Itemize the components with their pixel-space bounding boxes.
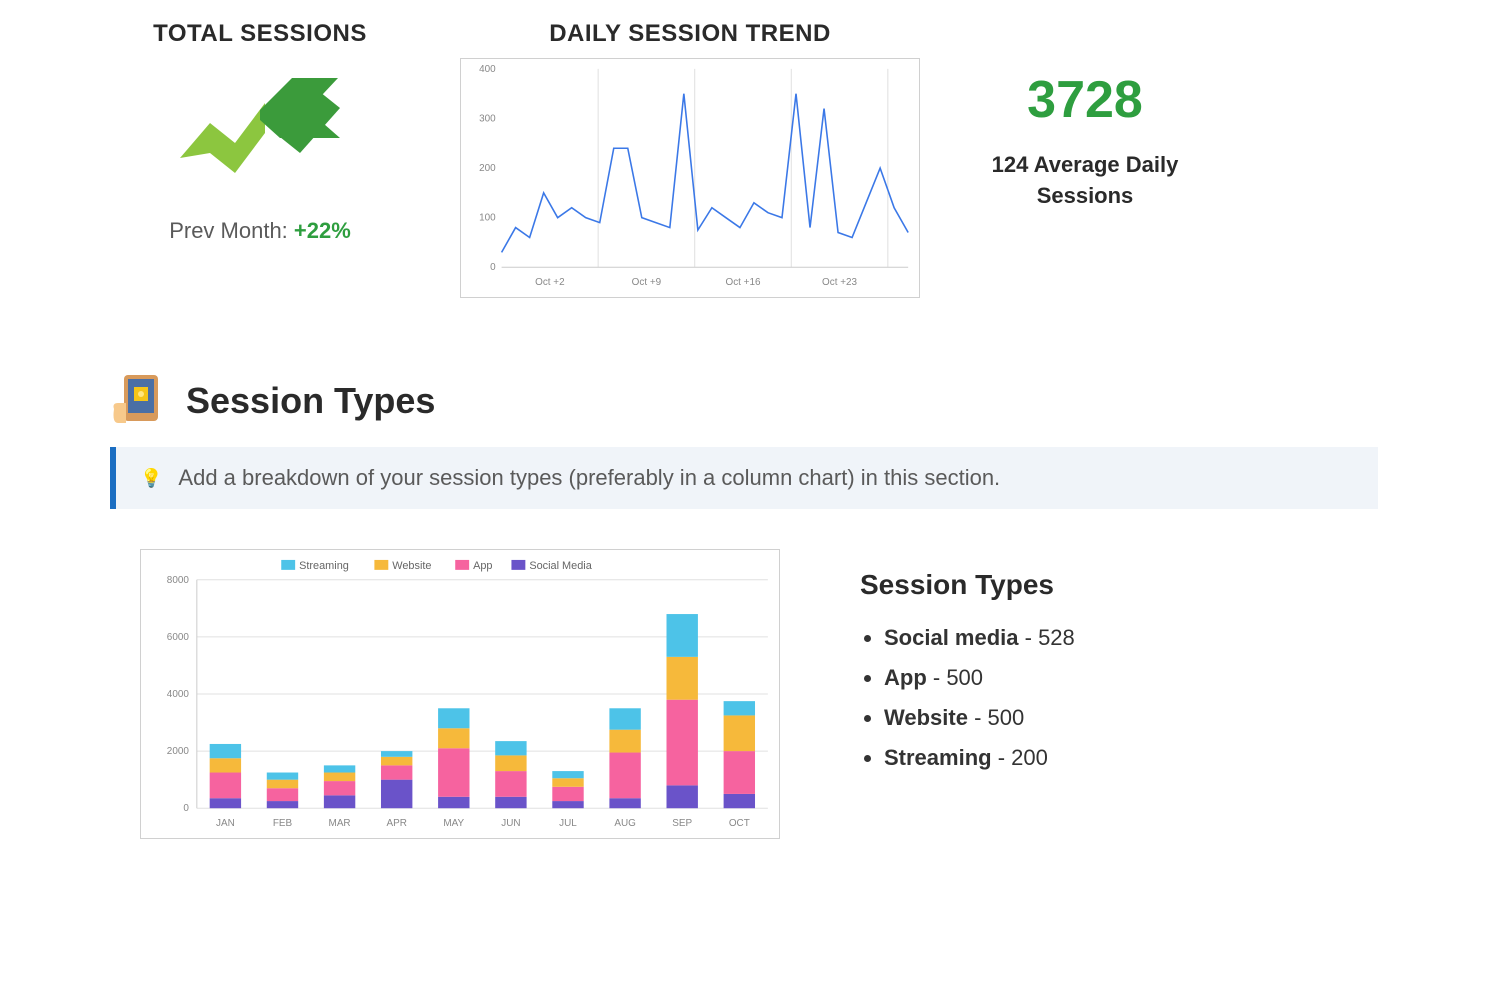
types-row: Streaming Website App Social Media 0 2000 4000… [140, 549, 1378, 839]
svg-text:4000: 4000 [167, 689, 190, 700]
svg-text:100: 100 [479, 213, 496, 224]
section-title: Session Types [186, 380, 435, 422]
lightbulb-icon: 💡 [140, 468, 162, 489]
svg-text:OCT: OCT [729, 818, 750, 829]
svg-text:Website: Website [392, 560, 431, 572]
svg-text:AUG: AUG [614, 818, 636, 829]
banner-text: Add a breakdown of your session types (p… [178, 465, 1000, 491]
kpi-subtitle: 124 Average Daily Sessions [960, 150, 1210, 212]
svg-text:JUN: JUN [501, 818, 520, 829]
session-types-stacked-chart: Streaming Website App Social Media 0 2000 4000… [140, 549, 780, 839]
svg-text:APR: APR [386, 818, 406, 829]
svg-text:0: 0 [183, 803, 189, 814]
trend-arrow-icon [100, 78, 420, 178]
types-list-item: Website - 500 [884, 705, 1075, 731]
arrow-svg [180, 78, 340, 178]
kpi-card: 3728 124 Average Daily Sessions [960, 20, 1210, 212]
svg-text:Oct +2: Oct +2 [535, 277, 565, 288]
svg-text:400: 400 [479, 64, 496, 75]
prev-month-pct: +22% [294, 218, 351, 243]
svg-text:MAY: MAY [443, 818, 464, 829]
kpi-sub-label: Average Daily Sessions [1028, 152, 1178, 208]
svg-text:App: App [473, 560, 492, 572]
svg-text:2000: 2000 [167, 746, 190, 757]
info-banner: 💡 Add a breakdown of your session types … [110, 447, 1378, 509]
svg-text:300: 300 [479, 113, 496, 124]
svg-text:Oct +9: Oct +9 [632, 277, 662, 288]
top-row: TOTAL SESSIONS Prev Month: +22% DAILY SE… [20, 20, 1468, 303]
prev-month-text: Prev Month: [169, 218, 294, 243]
svg-text:6000: 6000 [167, 632, 190, 643]
session-types-list: Session Types Social media - 528 App - 50… [860, 549, 1075, 785]
types-list-item: Streaming - 200 [884, 745, 1075, 771]
trend-line-chart: 0 100 200 300 400 Oct +2 Oct +9 Oct +16 Oct +23 [460, 58, 920, 298]
kpi-sub-value: 124 [992, 152, 1029, 177]
svg-text:200: 200 [479, 163, 496, 174]
trend-card: DAILY SESSION TREND 0 100 200 300 400 Oct +2 O… [460, 20, 920, 303]
types-ul: Social media - 528 App - 500 Website - 500… [860, 625, 1075, 771]
kpi-value: 3728 [960, 70, 1210, 130]
svg-text:0: 0 [490, 262, 496, 273]
types-list-item: Social media - 528 [884, 625, 1075, 651]
trend-title: DAILY SESSION TREND [460, 20, 920, 48]
svg-text:JAN: JAN [216, 818, 235, 829]
types-list-item: App - 500 [884, 665, 1075, 691]
svg-text:8000: 8000 [167, 575, 190, 586]
svg-text:Oct +23: Oct +23 [822, 277, 857, 288]
svg-text:FEB: FEB [273, 818, 293, 829]
total-sessions-title: TOTAL SESSIONS [100, 20, 420, 48]
svg-text:JUL: JUL [559, 818, 577, 829]
prev-month-label: Prev Month: +22% [100, 218, 420, 244]
total-sessions-card: TOTAL SESSIONS Prev Month: +22% [100, 20, 420, 244]
svg-text:Streaming: Streaming [299, 560, 349, 572]
section-header: Session Types [110, 373, 1468, 429]
types-list-title: Session Types [860, 569, 1075, 601]
tablet-hand-icon [110, 373, 166, 429]
svg-text:MAR: MAR [329, 818, 351, 829]
svg-text:SEP: SEP [672, 818, 692, 829]
svg-text:Social Media: Social Media [529, 560, 592, 572]
svg-text:Oct +16: Oct +16 [726, 277, 761, 288]
